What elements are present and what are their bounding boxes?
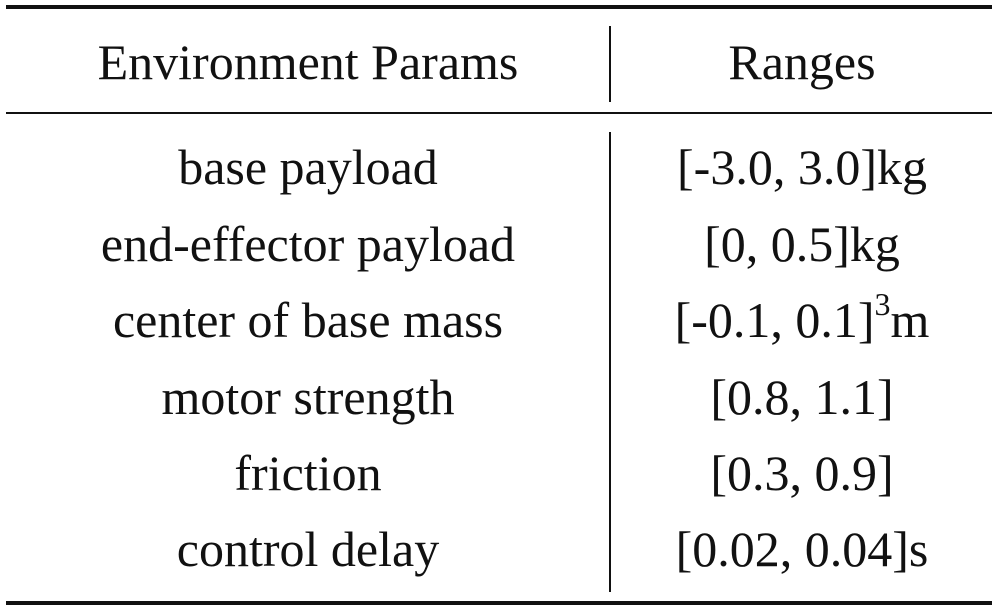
range-cell: [0.8, 1.1] — [710, 369, 894, 425]
param-cell: center of base mass — [112, 292, 504, 348]
header-cell: Environment Params — [97, 34, 519, 90]
range-cell: [0.3, 0.9] — [710, 445, 894, 501]
param-cell: motor strength — [161, 369, 455, 425]
param-cell: base payload — [178, 139, 438, 195]
header-cell: Ranges — [728, 34, 876, 90]
range-unit: m — [890, 292, 930, 348]
range-exponent: 3 — [874, 286, 891, 322]
body-divider — [609, 132, 611, 592]
range-cell: [0, 0.5]kg — [704, 216, 900, 272]
header-divider — [609, 26, 611, 102]
range-cell: [-3.0, 3.0]kg — [677, 139, 927, 195]
range-cell: [0.02, 0.04]s — [675, 521, 929, 577]
param-cell: end-effector payload — [100, 216, 516, 272]
param-cell: control delay — [176, 521, 440, 577]
mid-rule — [6, 112, 992, 114]
top-rule — [6, 5, 992, 9]
param-cell: friction — [234, 445, 382, 501]
bottom-rule — [6, 601, 992, 605]
range-cell: [-0.1, 0.1]3m — [612, 285, 992, 355]
range-base: [-0.1, 0.1] — [674, 292, 875, 348]
